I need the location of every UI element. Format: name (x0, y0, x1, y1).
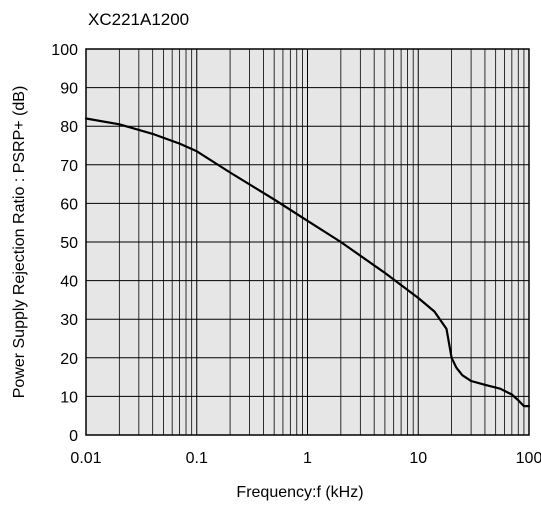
y-axis-label: Power Supply Rejection Ratio : PSRP+ (dB… (11, 85, 28, 399)
y-tick-label: 80 (60, 119, 78, 136)
x-tick-label: 0.01 (70, 450, 101, 467)
psrr-line (84, 117, 531, 408)
y-tick-label: 100 (51, 42, 78, 59)
x-tick-label: 10 (409, 450, 427, 467)
x-axis-label: Frequency:f (kHz) (236, 484, 364, 501)
y-tick-label: 50 (60, 235, 78, 252)
y-tick-label: 60 (60, 196, 78, 213)
y-tick-label: 30 (60, 312, 78, 329)
x-tick-label: 0.1 (186, 450, 208, 467)
grid (85, 48, 530, 436)
x-tick-label: 100 (516, 450, 541, 467)
plot-frame (85, 48, 530, 436)
data-layer (84, 117, 531, 408)
y-tick-label: 90 (60, 81, 78, 98)
tick-labels: 0 10 20 30 40 50 60 70 80 90 100 0.01 0.1 1 10 100 (51, 42, 541, 467)
y-tick-label: 10 (60, 389, 78, 406)
y-tick-label: 70 (60, 158, 78, 175)
y-tick-label: 20 (60, 351, 78, 368)
y-tick-label: 40 (60, 274, 78, 291)
y-tick-label: 0 (69, 428, 78, 445)
x-tick-label: 1 (303, 450, 312, 467)
chart-title: XC221A1200 (88, 10, 190, 29)
